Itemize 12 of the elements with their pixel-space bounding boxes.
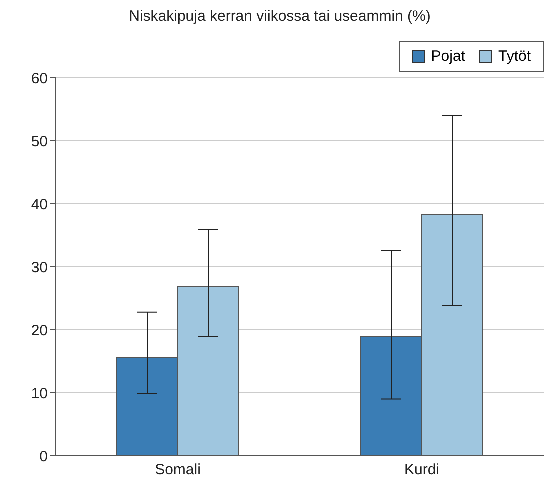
x-tick-label: Kurdi — [404, 462, 440, 479]
y-tick-label: 30 — [31, 259, 48, 276]
y-tick-label: 0 — [40, 448, 48, 466]
y-tick-label: 10 — [31, 385, 48, 402]
y-tick-label: 60 — [31, 70, 48, 88]
legend-label: Tytöt — [497, 48, 531, 65]
y-tick-label: 40 — [31, 196, 48, 214]
y-tick-label: 20 — [31, 322, 48, 340]
x-tick-label: Somali — [155, 462, 201, 479]
chart-title: Niskakipuja kerran viikossa tai useammin (%) — [128, 8, 432, 25]
legend-label: Pojat — [430, 48, 466, 65]
y-tick-label: 50 — [31, 133, 48, 150]
